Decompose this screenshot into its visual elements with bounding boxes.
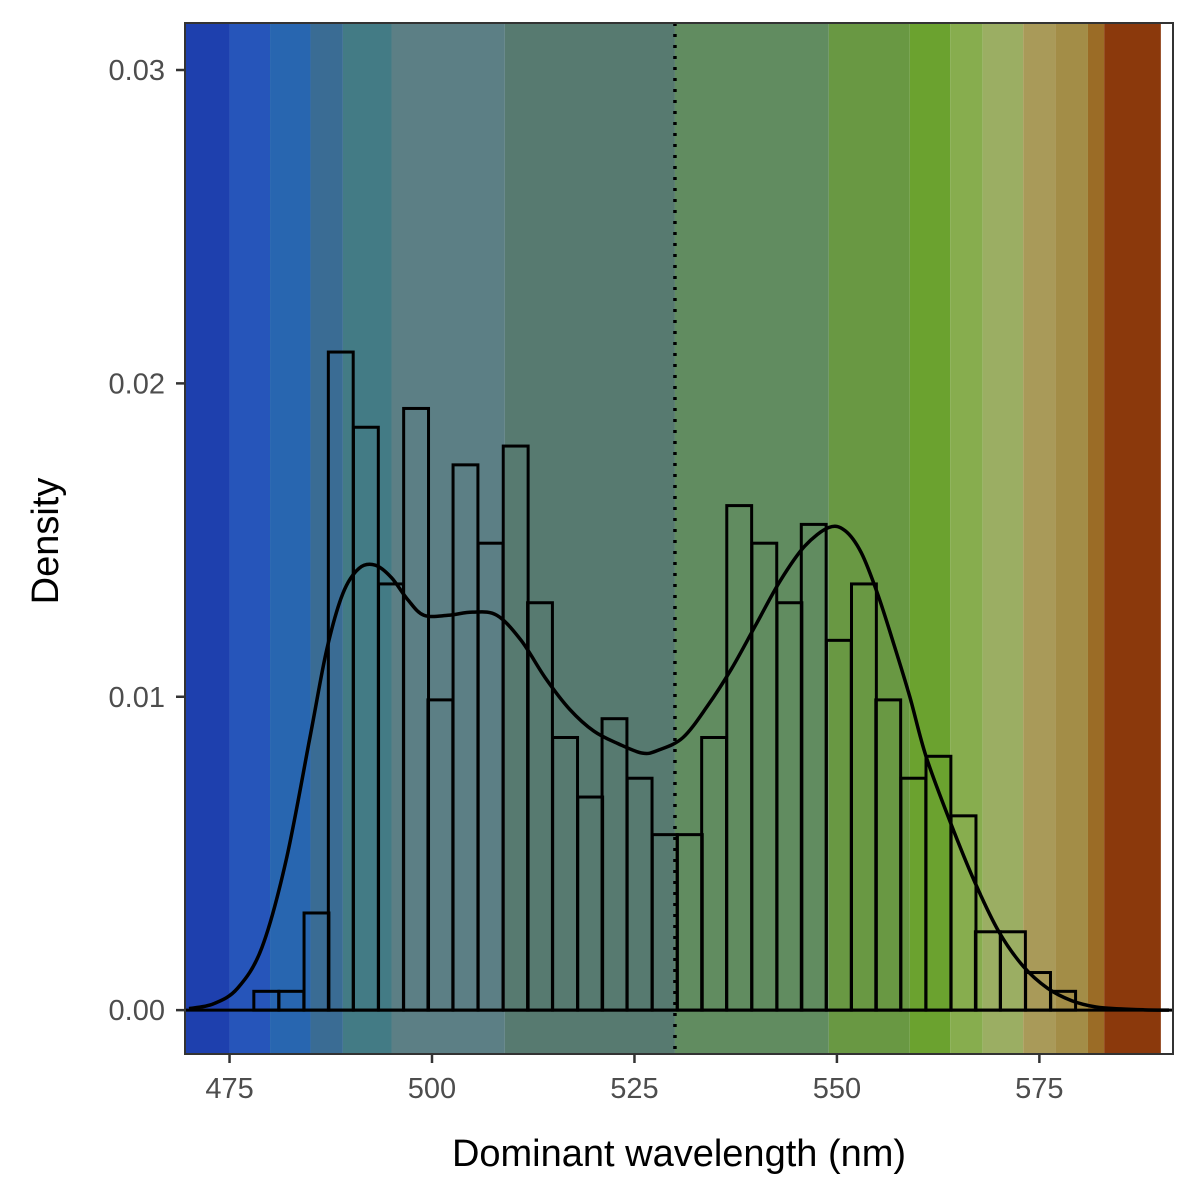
x-tick-label: 525	[610, 1073, 658, 1105]
color-band-9	[909, 23, 951, 1054]
y-tick-label: 0.01	[109, 682, 165, 714]
color-band-13	[1055, 23, 1088, 1054]
y-axis-title: Density	[25, 478, 67, 605]
color-band-3	[310, 23, 343, 1054]
x-tick-label: 550	[813, 1073, 861, 1105]
x-axis-ticks: 475 500 525 550 575	[205, 1054, 1064, 1105]
color-band-5	[391, 23, 505, 1054]
x-tick-label: 475	[205, 1073, 253, 1105]
panel-border	[184, 22, 1174, 1055]
color-band-4	[342, 23, 392, 1054]
color-band-12	[1023, 23, 1056, 1054]
color-band-8	[828, 23, 910, 1054]
density-curve	[188, 524, 1169, 1012]
color-band-2	[270, 23, 311, 1054]
wavelength-color-bands	[185, 23, 1161, 1054]
x-axis-title: Dominant wavelength (nm)	[452, 1133, 906, 1175]
x-tick-label: 575	[1015, 1073, 1063, 1105]
color-band-15	[1104, 23, 1161, 1054]
y-tick-label: 0.00	[109, 995, 165, 1027]
color-band-1	[229, 23, 271, 1054]
color-band-14	[1087, 23, 1105, 1054]
x-tick-label: 500	[408, 1073, 456, 1105]
color-band-6	[504, 23, 675, 1054]
y-tick-label: 0.02	[109, 368, 165, 400]
color-band-11	[982, 23, 1024, 1054]
y-axis-ticks: 0.00 0.01 0.02 0.03	[109, 55, 185, 1027]
y-tick-label: 0.03	[109, 55, 165, 87]
color-band-10	[950, 23, 983, 1054]
color-band-0	[185, 23, 230, 1054]
